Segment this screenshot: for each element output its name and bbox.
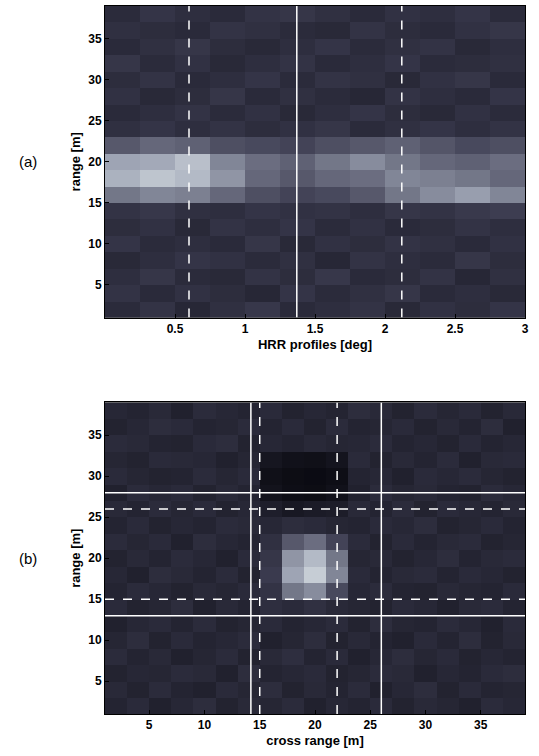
svg-text:30: 30 (88, 469, 102, 483)
svg-text:30: 30 (88, 73, 102, 87)
svg-text:15: 15 (88, 592, 102, 606)
svg-text:range [m]: range [m] (68, 529, 83, 588)
svg-text:20: 20 (308, 718, 322, 732)
svg-text:1.5: 1.5 (307, 322, 324, 336)
svg-text:35: 35 (88, 32, 102, 46)
svg-text:(b): (b) (19, 550, 37, 567)
svg-text:25: 25 (364, 718, 378, 732)
svg-text:HRR profiles [deg]: HRR profiles [deg] (258, 337, 372, 352)
svg-text:(a): (a) (19, 153, 37, 170)
svg-text:35: 35 (474, 718, 488, 732)
svg-text:cross range [m]: cross range [m] (266, 733, 364, 748)
svg-text:25: 25 (88, 114, 102, 128)
svg-text:30: 30 (419, 718, 433, 732)
svg-text:range [m]: range [m] (68, 132, 83, 191)
svg-text:10: 10 (88, 237, 102, 251)
svg-text:35: 35 (88, 428, 102, 442)
svg-text:2: 2 (382, 322, 389, 336)
svg-text:3: 3 (522, 322, 529, 336)
svg-text:5: 5 (95, 278, 102, 292)
svg-text:10: 10 (198, 718, 212, 732)
svg-text:15: 15 (88, 196, 102, 210)
svg-text:20: 20 (88, 551, 102, 565)
svg-text:25: 25 (88, 510, 102, 524)
svg-text:5: 5 (95, 674, 102, 688)
svg-text:2.5: 2.5 (447, 322, 464, 336)
svg-text:1: 1 (242, 322, 249, 336)
svg-text:15: 15 (253, 718, 267, 732)
svg-text:0.5: 0.5 (167, 322, 184, 336)
svg-text:10: 10 (88, 633, 102, 647)
svg-text:20: 20 (88, 155, 102, 169)
svg-text:5: 5 (146, 718, 153, 732)
